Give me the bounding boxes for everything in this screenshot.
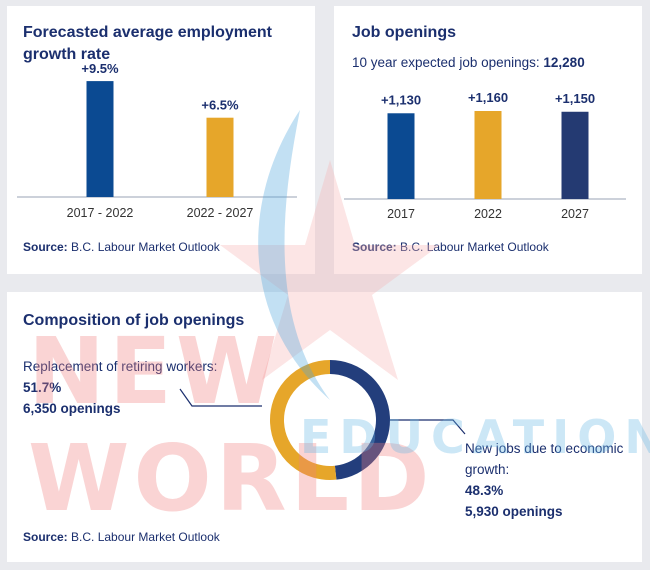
source-text: B.C. Labour Market Outlook xyxy=(71,240,220,254)
source-label: Source: xyxy=(23,530,68,544)
new-jobs-pct: 48.3% xyxy=(465,483,504,498)
bar-0 xyxy=(86,81,114,197)
tick-label-2: 2027 xyxy=(561,207,589,221)
tick-label-0: 2017 xyxy=(387,207,415,221)
bar-1 xyxy=(474,111,502,199)
subtitle-value: 12,280 xyxy=(543,55,585,70)
job-openings-chart: +1,130 2017 +1,160 2022 +1,150 2027 xyxy=(344,90,626,221)
source-text: B.C. Labour Market Outlook xyxy=(71,530,220,544)
data-label-1: +6.5% xyxy=(201,98,239,113)
growth-rate-chart: +9.5% 2017 - 2022 +6.5% 2022 - 2027 xyxy=(17,61,297,220)
tick-label-0: 2017 - 2022 xyxy=(67,206,134,220)
data-label-0: +9.5% xyxy=(81,61,119,76)
right-leader-line xyxy=(390,419,466,435)
growth-rate-title-line1: Forecasted average employment xyxy=(23,24,272,41)
subtitle-text: 10 year expected job openings: xyxy=(352,55,540,70)
bar-2 xyxy=(561,111,589,199)
data-label-2: +1,150 xyxy=(555,91,595,106)
retiring-workers-label: Replacement of retiring workers: xyxy=(23,359,218,374)
bar-1 xyxy=(206,117,234,197)
donut-slice-1 xyxy=(329,360,390,480)
composition-title: Composition of job openings xyxy=(23,312,245,329)
bar-0 xyxy=(387,113,415,199)
new-jobs-count: 5,930 openings xyxy=(465,504,563,519)
composition-panel: Composition of job openings Replacement … xyxy=(7,292,642,562)
job-openings-panel: Job openings 10 year expected job openin… xyxy=(334,6,642,274)
data-label-0: +1,130 xyxy=(381,92,421,107)
source-label: Source: xyxy=(352,240,397,254)
source-text: B.C. Labour Market Outlook xyxy=(400,240,549,254)
job-openings-source: Source: B.C. Labour Market Outlook xyxy=(352,240,549,254)
growth-rate-source: Source: B.C. Labour Market Outlook xyxy=(23,240,220,254)
retiring-workers-pct: 51.7% xyxy=(23,380,62,395)
new-jobs-callout: New jobs due to economic growth: 48.3% 5… xyxy=(465,438,623,522)
composition-donut-chart xyxy=(179,360,466,480)
growth-rate-title-line2: growth rate xyxy=(23,46,111,63)
source-label: Source: xyxy=(23,240,68,254)
new-jobs-label-line2: growth: xyxy=(465,462,510,477)
growth-rate-title: Forecasted average employment growth rat… xyxy=(23,22,272,66)
new-jobs-label-line1: New jobs due to economic xyxy=(465,441,624,456)
composition-source: Source: B.C. Labour Market Outlook xyxy=(23,530,220,544)
tick-label-1: 2022 xyxy=(474,207,502,221)
tick-label-1: 2022 - 2027 xyxy=(187,206,254,220)
retiring-workers-callout: Replacement of retiring workers: 51.7% 6… xyxy=(23,356,217,419)
data-label-1: +1,160 xyxy=(468,90,508,105)
growth-rate-panel: Forecasted average employment growth rat… xyxy=(7,6,315,274)
left-leader-line xyxy=(179,388,262,407)
donut-slice-0 xyxy=(270,360,337,480)
retiring-workers-count: 6,350 openings xyxy=(23,401,121,416)
job-openings-title: Job openings xyxy=(352,24,456,41)
job-openings-subtitle: 10 year expected job openings: 12,280 xyxy=(352,52,585,73)
